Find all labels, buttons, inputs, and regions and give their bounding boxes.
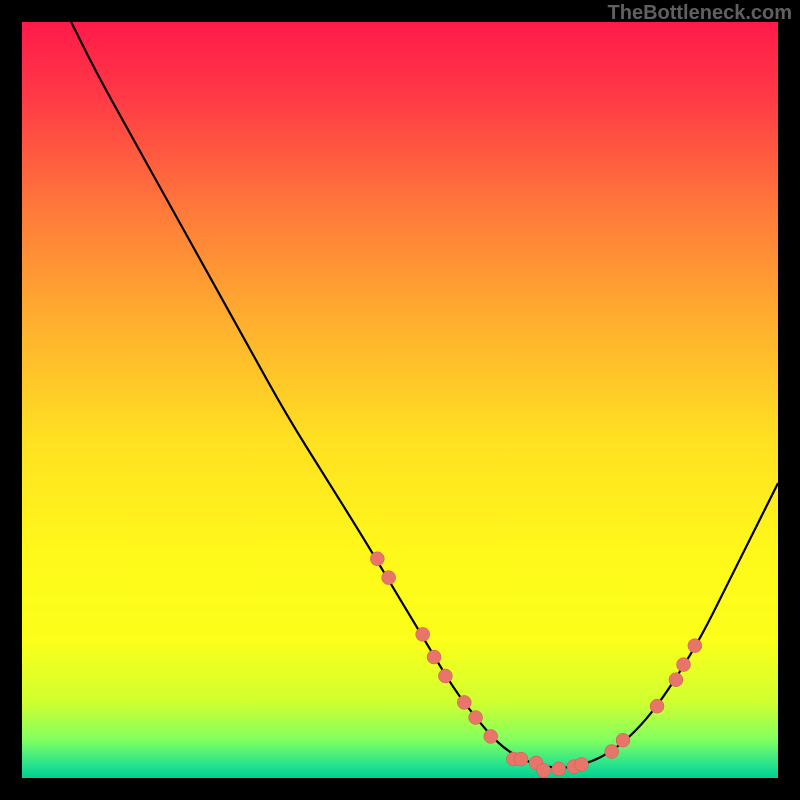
data-marker bbox=[416, 627, 430, 641]
data-marker bbox=[574, 757, 588, 771]
data-marker bbox=[457, 695, 471, 709]
data-marker bbox=[382, 571, 396, 585]
data-marker bbox=[552, 762, 566, 776]
data-marker bbox=[616, 733, 630, 747]
data-marker bbox=[469, 711, 483, 725]
data-markers bbox=[370, 552, 702, 778]
data-marker bbox=[370, 552, 384, 566]
data-marker bbox=[605, 745, 619, 759]
data-marker bbox=[669, 673, 683, 687]
data-marker bbox=[650, 699, 664, 713]
bottleneck-curve bbox=[71, 22, 778, 768]
data-marker bbox=[438, 669, 452, 683]
data-marker bbox=[537, 763, 551, 777]
data-marker bbox=[677, 658, 691, 672]
chart-plot-area bbox=[22, 22, 778, 778]
data-marker bbox=[514, 752, 528, 766]
data-marker bbox=[484, 729, 498, 743]
watermark-text: TheBottleneck.com bbox=[608, 2, 792, 25]
chart-curve-layer bbox=[22, 22, 778, 778]
data-marker bbox=[688, 639, 702, 653]
data-marker bbox=[427, 650, 441, 664]
